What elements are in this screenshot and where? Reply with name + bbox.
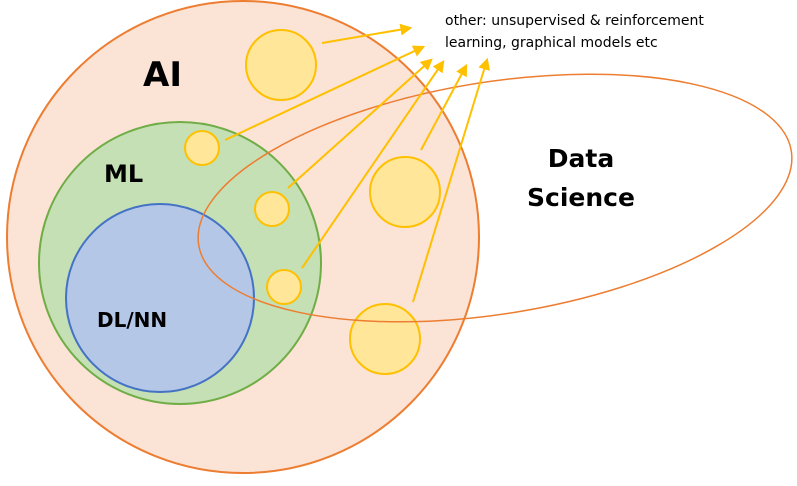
arrow-from-ai-bottom [412, 57, 490, 303]
other-circle-ai-bottom [349, 303, 421, 375]
data-science-ellipse [197, 73, 793, 323]
dl-nn-label: DL/NN [97, 308, 167, 332]
other-note-line1: other: unsupervised & reinforcement [445, 13, 704, 29]
arrow-from-ml-bottom [301, 60, 445, 269]
other-circle-ml-top [184, 130, 220, 166]
other-note-line2: learning, graphical models etc [445, 35, 658, 51]
other-circle-ml-middle [254, 191, 290, 227]
other-circle-ai-top [245, 29, 317, 101]
other-circle-ai-right [369, 156, 441, 228]
ml-label: ML [104, 160, 143, 188]
other-circle-ml-bottom [266, 269, 302, 305]
arrow-from-ml-top [224, 45, 426, 141]
data-science-label-line2: Science [527, 183, 635, 212]
ai-label: AI [143, 55, 182, 95]
arrow-from-ai-right [420, 63, 468, 151]
data-science-label-line1: Data [548, 144, 614, 173]
arrow-from-ai-top [321, 23, 413, 44]
arrow-from-ml-middle [287, 58, 433, 189]
dl-nn-circle [65, 203, 255, 393]
